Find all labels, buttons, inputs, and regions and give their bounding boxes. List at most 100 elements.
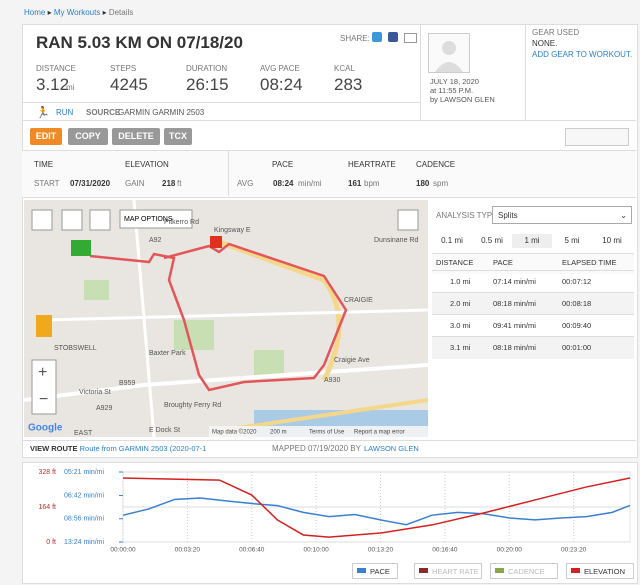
tab[interactable]: 0.5 mi	[481, 236, 503, 245]
stat-unit: mi	[66, 83, 75, 92]
x-tick-label: 00:03:20	[175, 547, 201, 554]
legend-swatch	[357, 568, 366, 573]
breadcrumb: Home ▸ My Workouts ▸ Details	[24, 8, 134, 17]
stat-label: STEPS	[110, 64, 137, 73]
date-line: by LAWSON GLEN	[430, 95, 495, 104]
route-label: VIEW ROUTE	[30, 444, 78, 453]
legend-label: HEART RATE	[432, 567, 479, 576]
map[interactable]: MAP OPTIONS + − Pitkerro Rd Kingsway E CRAI…	[24, 200, 428, 437]
divider	[420, 24, 421, 120]
stat-value: 26:15	[186, 75, 229, 94]
place-label: A930	[324, 377, 340, 384]
email-icon[interactable]	[404, 33, 417, 43]
series-line	[122, 497, 631, 526]
place-label: A92	[149, 237, 162, 244]
svg-text:−: −	[39, 391, 48, 408]
column-header: DISTANCE	[436, 258, 474, 267]
gear-link[interactable]: ADD GEAR TO WORKOUT.	[532, 50, 633, 59]
summary-label: TIME	[34, 160, 54, 169]
route-line: VIEW ROUTE Route from GARMIN 2503 (2020-…	[30, 444, 206, 453]
analysis-label: ANALYSIS TYPE	[436, 211, 498, 220]
map-attribution: 200 m	[270, 430, 287, 436]
place-label: EAST	[74, 430, 93, 437]
source: GARMIN GARMIN 2503	[118, 108, 205, 117]
summary-unit: spm	[433, 179, 449, 188]
crumb[interactable]: My Workouts	[53, 8, 101, 17]
tab[interactable]: 5 mi	[564, 236, 580, 245]
tab[interactable]: 0.1 mi	[441, 236, 463, 245]
activity-type[interactable]: RUN	[56, 108, 74, 117]
y2-tick-label: 05:21 min/mi	[64, 469, 105, 476]
x-tick-label: 00:06:40	[239, 547, 265, 554]
legend-item[interactable]	[566, 563, 634, 579]
crumb: Details	[108, 8, 134, 17]
y2-tick-label: 06:42 min/mi	[64, 492, 105, 499]
y-tick-label: 164 ft	[38, 504, 56, 511]
map-options[interactable]: MAP OPTIONS	[124, 216, 173, 223]
analysis-select[interactable]: Splits ⌄	[492, 206, 632, 224]
x-tick-label: 00:20:00	[497, 547, 523, 554]
x-tick-label: 00:00:00	[110, 547, 136, 554]
stat-label: DISTANCE	[36, 64, 76, 73]
twitter-icon[interactable]	[372, 32, 382, 42]
y-tick-label: 328 ft	[38, 469, 56, 476]
x-tick-label: 00:10:00	[303, 547, 329, 554]
split-row	[432, 292, 634, 315]
divider	[525, 24, 526, 120]
route-link[interactable]: Route from GARMIN 2503 (2020-07-1	[79, 444, 207, 453]
tab[interactable]: 1 mi	[512, 234, 552, 248]
tab[interactable]: 10 mi	[602, 236, 622, 245]
place-label: Broughty Ferry Rd	[164, 402, 221, 409]
summary-value: 218	[162, 179, 176, 188]
delete-button[interactable]: DELETE	[112, 128, 160, 145]
date-line: JULY 18, 2020	[430, 77, 479, 86]
split-row	[432, 314, 634, 337]
place-label: B959	[119, 380, 135, 387]
legend-item[interactable]	[490, 563, 558, 579]
summary-unit: bpm	[364, 179, 380, 188]
copy-button[interactable]: COPY	[68, 128, 108, 145]
legend-item[interactable]	[414, 563, 482, 579]
split-cell: 2.0 mi	[450, 299, 471, 308]
avatar	[428, 33, 470, 73]
summary-label: AVG	[237, 179, 254, 188]
stat-value: 08:24	[260, 75, 303, 94]
stat-value: 4245	[110, 75, 148, 94]
legend-item[interactable]	[352, 563, 398, 579]
legend-swatch	[495, 568, 504, 573]
series-line	[122, 477, 631, 538]
split-cell: 00:07:12	[562, 277, 592, 286]
divider	[22, 120, 636, 121]
crumb[interactable]: Home	[24, 8, 46, 17]
place-label: Dunsinane Rd	[374, 237, 418, 244]
summary-value: 08:24	[273, 179, 294, 188]
gear-title: GEAR USED	[532, 28, 580, 37]
svg-text:+: +	[38, 364, 47, 381]
map-attribution[interactable]: Report a map error	[354, 430, 405, 436]
place-label: A929	[96, 405, 112, 412]
split-cell: 08:18 min/mi	[493, 299, 536, 308]
privacy-toggle[interactable]	[565, 128, 629, 146]
place-label: E Dock St	[149, 427, 180, 434]
split-row	[432, 336, 634, 359]
y-tick-label: 0 ft	[46, 539, 56, 546]
edit-button[interactable]: EDIT	[30, 128, 62, 145]
stat-value: 3.12	[36, 75, 70, 94]
table-header	[432, 253, 634, 274]
split-cell: 00:09:40	[562, 321, 592, 330]
gear-value: NONE.	[532, 39, 558, 48]
summary-value: 180	[416, 179, 430, 188]
divider	[22, 102, 420, 103]
map-attribution[interactable]: Terms of Use	[309, 430, 345, 436]
mapped-by[interactable]: LAWSON GLEN	[364, 444, 419, 453]
tcx-button[interactable]: TCX	[164, 128, 192, 145]
summary-label: HEARTRATE	[348, 160, 396, 169]
source-label: SOURCE	[86, 108, 121, 117]
mapped: MAPPED 07/19/2020 BY	[272, 444, 361, 453]
run-icon: 🏃	[36, 107, 50, 119]
y2-tick-label: 13:24 min/mi	[64, 539, 105, 546]
chart: 00:00:00 00:03:20 00:06:40 00:10:00 00:13:20…	[38, 469, 631, 554]
facebook-icon[interactable]	[388, 32, 398, 42]
summary-label: GAIN	[125, 179, 145, 188]
